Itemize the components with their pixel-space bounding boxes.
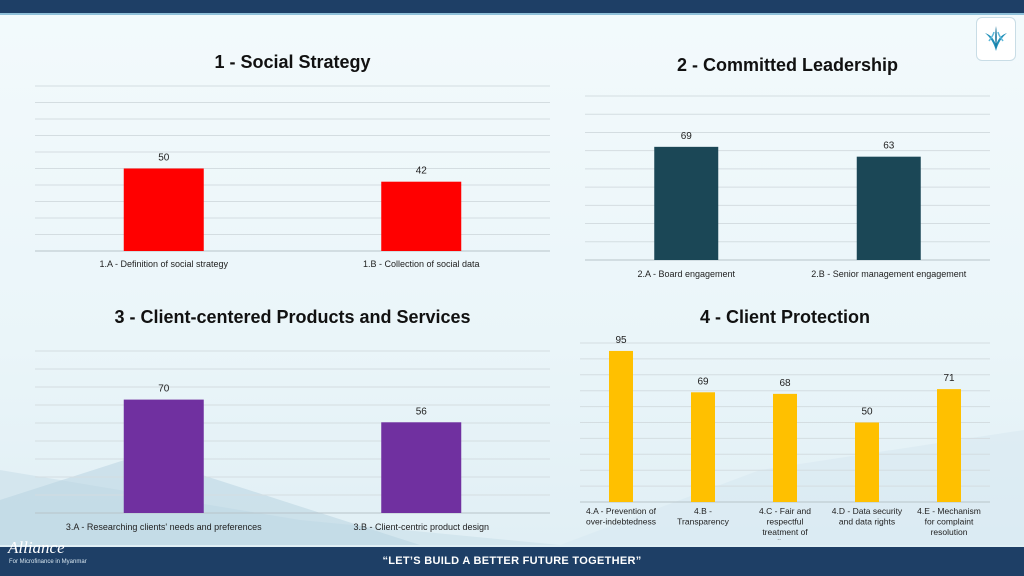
data-label: 69 xyxy=(681,131,693,142)
data-label: 68 xyxy=(779,378,791,389)
bar xyxy=(654,146,719,260)
chart-3: 70 3.A - Researching clients' needs and p… xyxy=(35,350,550,532)
category-label: 4.A - Prevention of over-indebtedness xyxy=(586,506,657,527)
bar xyxy=(123,399,204,513)
category-label: 2.B - Senior management engagement xyxy=(811,269,967,279)
bar xyxy=(123,168,204,251)
category-label: 3.A - Researching clients' needs and pre… xyxy=(66,522,262,532)
chart-1-title: 1 - Social Strategy xyxy=(214,52,371,72)
data-label: 50 xyxy=(158,153,170,164)
alliance-leaf-logo-icon xyxy=(976,17,1016,61)
chart-panel-4: 4 - Client Protection 95 4.A - Prevention… xyxy=(580,305,990,540)
footer-bar: “LET’S BUILD A BETTER FUTURE TOGETHER” xyxy=(0,547,1024,576)
data-label: 56 xyxy=(416,406,428,417)
category-label: 3.B - Client-centric product design xyxy=(353,522,489,532)
category-label: 4.B -Transparency xyxy=(677,506,729,527)
chart-panel-2: 2 - Committed Leadership 69 2.A - Board e… xyxy=(585,50,990,280)
brand-name: Alliance xyxy=(8,538,65,557)
category-label: 2.A - Board engagement xyxy=(637,269,735,279)
data-label: 71 xyxy=(943,373,955,384)
data-label: 70 xyxy=(158,384,170,395)
category-label: 1.B - Collection of social data xyxy=(363,259,480,269)
data-label: 63 xyxy=(883,141,895,152)
bar xyxy=(381,422,462,513)
chart-2-title: 2 - Committed Leadership xyxy=(676,55,899,75)
data-label: 69 xyxy=(697,376,709,387)
bar xyxy=(773,393,797,502)
chart-4: 95 4.A - Prevention of over-indebtedness 69… xyxy=(580,335,990,540)
top-bar-accent xyxy=(0,13,1024,15)
chart-2: 69 2.A - Board engagement 63 2.B - Senior m… xyxy=(585,95,990,279)
footer-slogan: “LET’S BUILD A BETTER FUTURE TOGETHER” xyxy=(382,555,642,567)
chart-4-title: 4 - Client Protection xyxy=(699,307,870,327)
top-bar xyxy=(0,0,1024,13)
bar xyxy=(609,350,633,502)
chart-1: 50 1.A - Definition of social strategy 42 1… xyxy=(35,85,550,269)
bar xyxy=(937,389,961,502)
bar xyxy=(691,392,715,502)
chart-panel-1: 1 - Social Strategy 50 1.A - Definition o… xyxy=(35,50,550,280)
category-label: 1.A - Definition of social strategy xyxy=(99,259,228,269)
data-label: 50 xyxy=(861,407,873,418)
chart-panel-3: 3 - Client-centered Products and Service… xyxy=(35,305,550,533)
bar xyxy=(855,422,879,502)
category-label: 4.E - Mechanism for complaint resolution xyxy=(917,506,981,537)
category-label: 4.D - Data security and data rights xyxy=(832,506,903,527)
bar xyxy=(856,156,921,260)
bar xyxy=(381,181,462,251)
data-label: 42 xyxy=(416,166,428,177)
brand-tagline: For Microfinance in Myanmar xyxy=(9,559,87,565)
alliance-brand-logo: Alliance For Microfinance in Myanmar xyxy=(8,538,118,574)
data-label: 95 xyxy=(615,335,627,346)
chart-3-title: 3 - Client-centered Products and Service… xyxy=(114,307,471,327)
